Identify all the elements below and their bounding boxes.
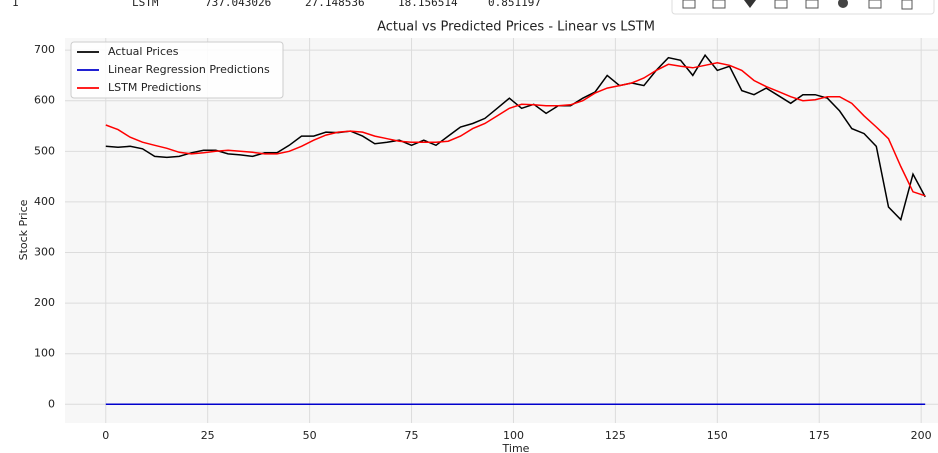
lines [105,53,926,406]
row-cell: 27.148536 [305,0,365,9]
x-tick-label: 100 [503,429,524,442]
y-tick-label: 700 [34,43,55,56]
y-tick-label: 0 [48,397,55,410]
row-cell: 0.851197 [488,0,541,9]
y-tick-label: 200 [34,296,55,309]
y-axis-label: Stock Price [17,199,30,260]
x-axis-label: Time [502,442,530,453]
x-tick-label: 125 [605,429,626,442]
toolbar-box [671,0,935,15]
toolbar-icon[interactable] [838,0,848,8]
cell-toolbar [671,0,935,15]
toolbar-icon[interactable] [744,0,756,8]
row-model: LSTM [132,0,159,9]
legend-label: LSTM Predictions [108,81,201,94]
legend-label: Actual Prices [108,45,179,58]
chart-title: Actual vs Predicted Prices - Linear vs L… [377,20,655,35]
toolbar-icon[interactable] [805,0,819,9]
y-tick-label: 400 [34,195,55,208]
output-row: 1 LSTM 737.043026 27.148536 18.156514 0.… [12,0,541,9]
legend-box [70,41,284,99]
y-tick-label: 300 [34,246,55,259]
x-tick-label: 50 [303,429,317,442]
x-tick-label: 200 [911,429,932,442]
toolbar-icon[interactable] [868,0,882,9]
grid: 0 25 50 75 100 125 150 175 200 0 100 200 300 400 500 60… [34,38,938,442]
legend-label: Linear Regression Predictions [108,63,270,76]
toolbar-icon[interactable] [712,0,726,9]
toolbar-icon[interactable] [774,0,788,9]
toolbar-icon[interactable] [682,0,696,9]
y-tick-label: 500 [34,144,55,157]
row-cell: 737.043026 [205,0,271,9]
series-line [105,62,926,197]
x-tick-label: 75 [405,429,419,442]
toolbar-icon[interactable] [901,0,913,10]
row-index: 1 [12,0,19,9]
x-tick-label: 175 [809,429,830,442]
row-cell: 18.156514 [398,0,458,9]
y-tick-label: 600 [34,94,55,107]
x-tick-label: 0 [102,429,109,442]
series-line [105,53,926,222]
legend: Actual Prices Linear Regression Predictio… [70,41,284,99]
x-tick-label: 25 [201,429,215,442]
y-tick-label: 100 [34,347,55,360]
x-tick-label: 150 [707,429,728,442]
